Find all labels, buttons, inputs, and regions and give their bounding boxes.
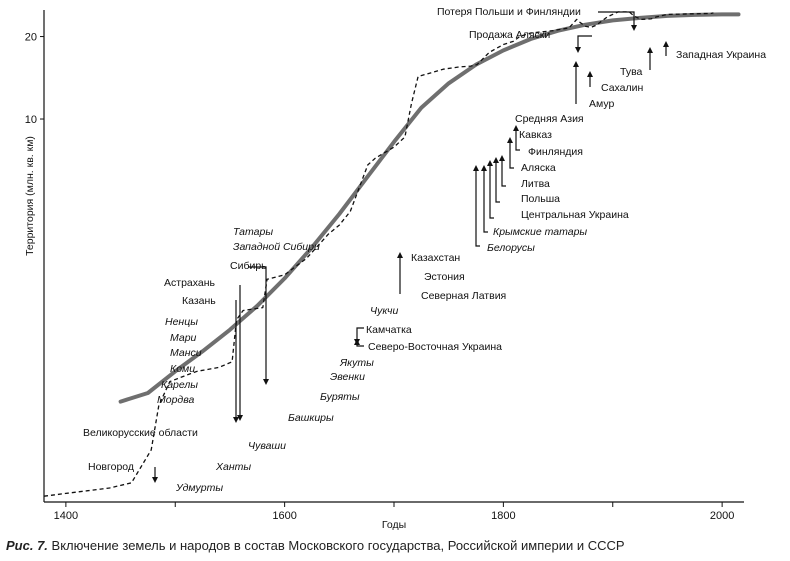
- x-tick-label: 2000: [710, 510, 734, 522]
- annotation-label: Центральная Украина: [521, 209, 629, 221]
- annotation-label: Сахалин: [601, 82, 644, 94]
- annotation-arrow: [481, 165, 488, 233]
- territory-chart: 1400 1600 1800 2000 10 20 Годы Территория (млн.…: [24, 6, 766, 530]
- annotation-label: Эстония: [424, 271, 465, 283]
- annotation-label: Польша: [521, 193, 560, 205]
- y-tick-label: 10: [25, 114, 37, 126]
- annotation-arrow: [473, 165, 480, 247]
- annotation-label: Северо-Восточная Украина: [368, 341, 502, 353]
- axes: 1400 1600 1800 2000 10 20 Годы Территория (млн.…: [24, 10, 744, 530]
- annotation-label: Башкиры: [288, 412, 334, 424]
- annotation-label: Чукчи: [370, 305, 398, 317]
- annotation-arrow: [575, 35, 592, 53]
- annotation-label: Ненцы: [165, 316, 198, 328]
- annotation-label: Мари: [170, 332, 197, 344]
- annotation-arrow: [499, 155, 506, 187]
- figure-label: Рис. 7.: [6, 538, 48, 553]
- annotation-label: Продажа Аляски: [469, 29, 550, 41]
- series-group: [43, 11, 741, 497]
- annotation-label: Кавказ: [519, 129, 552, 141]
- annotation-arrow: [354, 327, 364, 345]
- annotation-arrow: [248, 266, 269, 385]
- annotation-label: Финляндия: [528, 146, 583, 158]
- annotation-label: Крымские татары: [493, 226, 587, 238]
- annotation-label: Камчатка: [366, 324, 412, 336]
- annotation-label: Аляска: [521, 162, 556, 174]
- annotation-label: Западная Украина: [676, 49, 766, 61]
- annotation-label: Удмурты: [175, 482, 223, 494]
- x-tick-label: 1600: [272, 510, 296, 522]
- x-tick-label: 1400: [54, 510, 78, 522]
- y-tick-label: 20: [25, 32, 37, 44]
- annotation-label: Коми: [170, 363, 195, 375]
- annotation-label: Татары: [233, 226, 273, 238]
- annotation-arrow: [507, 137, 514, 169]
- x-tick-label: 1800: [491, 510, 515, 522]
- annotation-arrow: [487, 160, 494, 219]
- figure-caption: Рис. 7. Включение земель и народов в сос…: [6, 538, 790, 553]
- annotation-label: Эвенки: [330, 371, 365, 383]
- annotation-label: Манси: [170, 347, 202, 359]
- annotation-label: Литва: [521, 178, 550, 190]
- annotation-label: Западной Сибири: [233, 241, 320, 253]
- annotation-label: Великорусские области: [83, 427, 198, 439]
- annotation-label: Казань: [182, 295, 216, 307]
- annotation-arrow: [354, 339, 364, 347]
- y-axis-label: Территория (млн. кв. км): [24, 136, 36, 256]
- annotation-label: Ханты: [215, 461, 251, 473]
- annotation-label: Белорусы: [487, 242, 535, 254]
- annotation-label: Амур: [589, 98, 614, 110]
- annotation-arrow: [598, 11, 637, 31]
- annotation-label: Буряты: [320, 391, 360, 403]
- annotation-labels: Новгород Удмурты Великорусские области Хант…: [83, 6, 766, 494]
- annotation-label: Чуваши: [248, 440, 286, 452]
- annotation-label: Карелы: [161, 379, 198, 391]
- annotation-arrows: [152, 11, 669, 483]
- annotation-arrow: [513, 125, 520, 151]
- actual-territory-line: [43, 11, 714, 497]
- annotation-label: Астрахань: [164, 277, 216, 289]
- annotation-label: Северная Латвия: [421, 290, 506, 302]
- caption-text: Включение земель и народов в состав Моск…: [47, 538, 625, 553]
- annotation-arrow: [493, 157, 500, 203]
- x-axis-label: Годы: [382, 519, 406, 530]
- annotation-label: Средняя Азия: [515, 113, 584, 125]
- annotation-label: Сибирь: [230, 260, 267, 272]
- annotation-label: Тува: [620, 66, 643, 78]
- annotation-label: Якуты: [339, 357, 374, 369]
- annotation-label: Казахстан: [411, 252, 460, 264]
- trend-curve: [118, 12, 741, 404]
- annotation-label: Мордва: [157, 394, 194, 406]
- annotation-label: Новгород: [88, 461, 134, 473]
- annotation-label: Потеря Польши и Финляндии: [437, 6, 581, 18]
